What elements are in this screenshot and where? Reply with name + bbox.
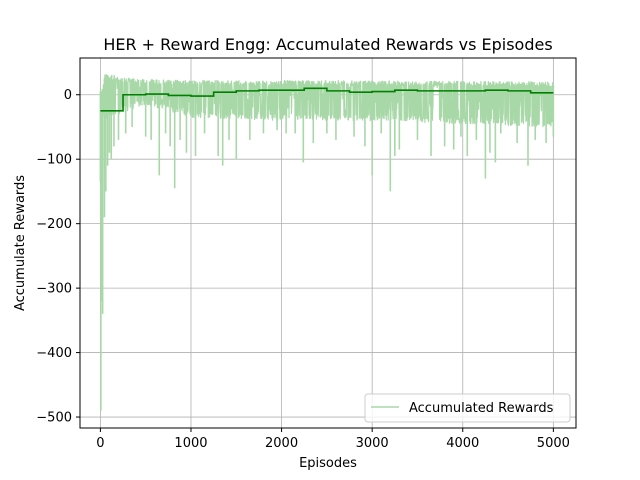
y-axis-label: Accumulate Rewards (13, 175, 28, 311)
legend: Accumulated Rewards (364, 393, 571, 423)
x-axis-ticks: 0 1000 2000 3000 4000 5000 (96, 428, 570, 451)
y-tick-label: −100 (36, 153, 72, 168)
average-rewards-step-line (100, 87, 554, 112)
legend-box (364, 393, 571, 423)
plot-series (99, 74, 555, 411)
y-tick-label: −300 (36, 282, 72, 297)
chart-title: HER + Reward Engg: Accumulated Rewards v… (103, 35, 552, 54)
x-tick-label: 0 (96, 436, 104, 451)
x-tick-label: 1000 (174, 436, 207, 451)
y-axis-ticks: −500 −400 −300 −200 −100 0 (36, 88, 80, 426)
x-tick-label: 4000 (446, 436, 479, 451)
y-tick-label: −400 (36, 346, 72, 361)
x-tick-label: 2000 (265, 436, 298, 451)
x-axis-label: Episodes (299, 456, 357, 471)
y-tick-label: −500 (36, 411, 72, 426)
axes-frame (79, 57, 577, 429)
legend-label: Accumulated Rewards (409, 401, 554, 416)
y-tick-label: −200 (36, 217, 72, 232)
x-tick-label: 5000 (537, 436, 570, 451)
y-tick-label: 0 (64, 88, 72, 103)
x-tick-label: 3000 (356, 436, 389, 451)
